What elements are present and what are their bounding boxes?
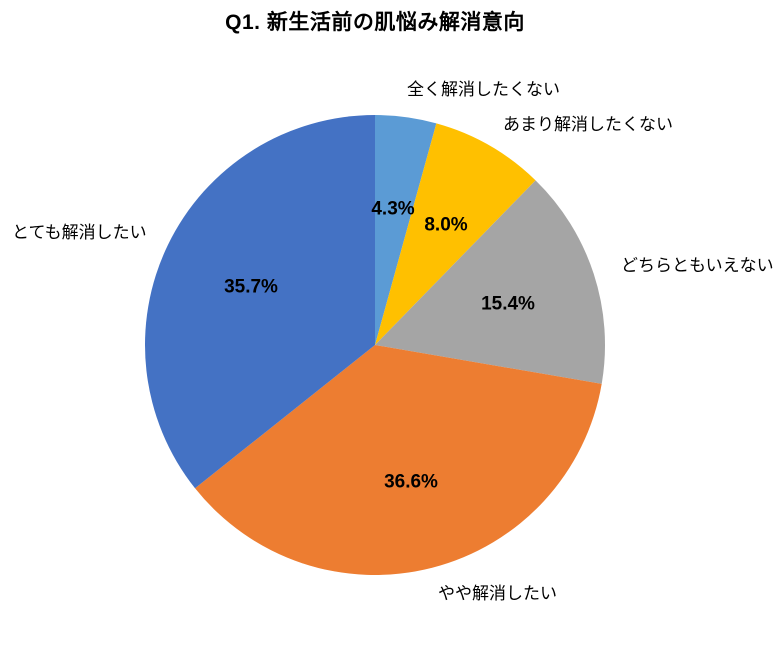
pie-slice-2 bbox=[375, 123, 536, 345]
slice-percent-label-2: 8.0% bbox=[424, 214, 468, 236]
slice-percent-label-5: 35.7% bbox=[224, 276, 278, 298]
pie-slice-3 bbox=[375, 180, 606, 384]
slice-percent-label-4: 36.6% bbox=[384, 471, 438, 493]
pie-slice-5 bbox=[145, 115, 375, 489]
slice-category-label-1: 全く解消したくない bbox=[407, 80, 560, 99]
pie-slice-4 bbox=[195, 345, 602, 576]
slice-category-label-4: やや解消したい bbox=[438, 584, 557, 603]
slice-percent-label-1: 4.3% bbox=[371, 198, 415, 220]
slice-category-label-2: あまり解消したくない bbox=[503, 115, 673, 134]
slice-percent-label-3: 15.4% bbox=[481, 293, 535, 315]
pie-slice-1 bbox=[375, 115, 437, 345]
slice-category-label-5: とても解消したい bbox=[12, 223, 147, 242]
chart-title: Q1. 新生活前の肌悩み解消意向 bbox=[225, 11, 525, 34]
slice-category-label-3: どちらともいえない bbox=[621, 256, 774, 275]
